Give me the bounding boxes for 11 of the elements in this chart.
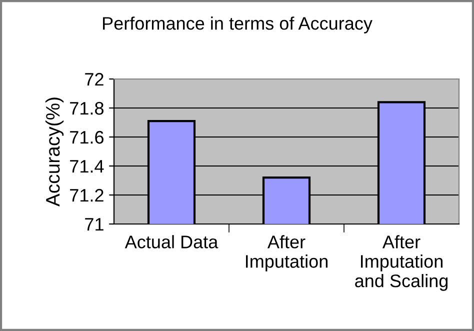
x-tick-label: After Imputation [246,235,328,272]
y-tick-label: 71.6 [70,130,104,144]
y-tick-label: 71.2 [70,188,104,202]
y-axis-title: Accuracy(%) [45,98,64,207]
x-tick-label: After Imputation and Scaling [355,235,448,291]
chart-title: Performance in terms of Accuracy [103,16,372,34]
y-tick-label: 72 [85,72,104,86]
y-tick-label: 71.8 [70,102,104,115]
y-tick-label: 71.4 [70,160,104,173]
x-tick-label: Actual Data [124,235,218,248]
y-tick-label: 71 [85,218,104,231]
